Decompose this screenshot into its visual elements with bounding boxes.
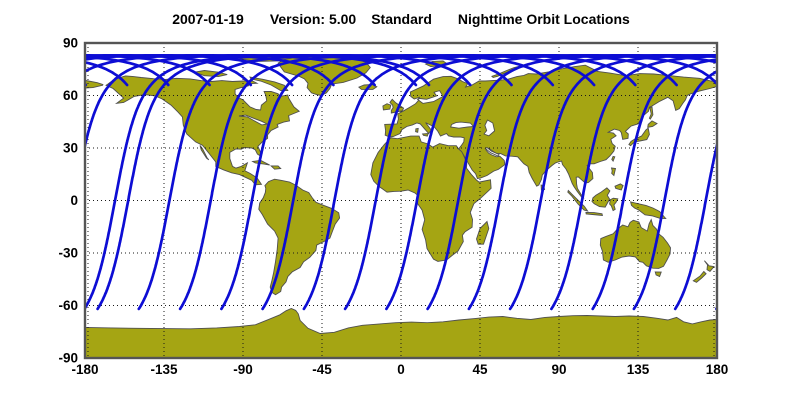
land-borneo [591, 187, 611, 208]
x-tick-label: 135 [627, 362, 650, 377]
orbit-track [343, 53, 678, 311]
x-tick-label: 0 [397, 362, 405, 377]
orbit-track [715, 305, 717, 311]
land-sardinia [415, 127, 419, 133]
land-cuba [251, 159, 270, 166]
land-tasmania [654, 271, 662, 278]
land-baffin [249, 76, 289, 92]
orbit-track [632, 69, 717, 311]
y-tick-label: -90 [58, 351, 78, 366]
title-date: 2007-01-19 [172, 11, 244, 27]
orbit-track [771, 55, 800, 309]
y-tick-label: -30 [58, 246, 78, 261]
land-mindanao [614, 183, 624, 191]
orbit-track [220, 53, 555, 311]
land-sulawesi [609, 197, 619, 212]
land-hokkaido [647, 120, 658, 128]
orbit-track [302, 53, 637, 311]
land-luzon [610, 167, 617, 177]
orbit-track [0, 55, 3, 309]
map-frame [83, 41, 719, 360]
land-nz-south-island [692, 270, 707, 283]
land-baja-california [199, 145, 210, 161]
orbit-track [137, 53, 472, 311]
x-tick-label: -135 [150, 362, 178, 377]
orbit-track [85, 53, 376, 152]
land-honshu [628, 127, 650, 147]
land-victoria-island [192, 70, 228, 78]
orbit-track [96, 53, 431, 311]
land-sakhalin [648, 106, 654, 120]
x-tick-label: 180 [706, 362, 729, 377]
title-mode: Standard [371, 11, 432, 27]
orbit-track [426, 53, 717, 311]
land-madagascar [476, 220, 490, 245]
land-eurasia [384, 64, 717, 199]
water-black-sea [450, 121, 475, 129]
land-great-britain [389, 98, 405, 114]
land-north-america [105, 75, 301, 186]
map-layers [0, 43, 800, 358]
orbit-track [85, 53, 335, 87]
land-java [585, 211, 603, 217]
x-tick-label: -90 [233, 362, 253, 377]
orbit-track [508, 53, 717, 311]
x-tick-label: -180 [71, 362, 98, 377]
water-great-lakes [238, 114, 269, 126]
orbit-track [261, 53, 596, 311]
orbit-track [467, 53, 717, 311]
x-tick-label: 90 [551, 362, 566, 377]
orbit-track [178, 53, 513, 311]
orbit-track [0, 55, 45, 309]
y-tick-label: 90 [63, 36, 78, 51]
x-tick-label: -45 [312, 362, 332, 377]
title-main: Nighttime Orbit Locations [457, 11, 630, 27]
title-version: Version: 5.00 [269, 11, 357, 27]
y-tick-label: 0 [70, 193, 78, 208]
land-sicily [421, 132, 429, 137]
land-taiwan [611, 155, 616, 163]
y-tick-label: -60 [58, 298, 78, 313]
land-antarctica [85, 308, 717, 358]
water-persian-gulf [484, 146, 500, 157]
land-hispaniola [269, 165, 282, 170]
y-tick-label: 60 [63, 88, 78, 103]
orbit-track [550, 54, 717, 311]
y-tick-label: 30 [63, 141, 78, 156]
figure-title: 2007-01-19 Version: 5.00 Standard Nightt… [85, 11, 717, 27]
water-caspian-sea [483, 119, 496, 137]
land-ireland [382, 103, 392, 111]
orbit-track [385, 53, 717, 311]
land-nz-north-island [704, 260, 715, 272]
x-tick-label: 45 [472, 362, 488, 377]
orbit-track [673, 139, 717, 311]
land-chukotka-west [85, 79, 104, 89]
orbit-track [730, 55, 800, 309]
orbit-track [85, 53, 418, 311]
water-baltic-sea [416, 90, 444, 104]
